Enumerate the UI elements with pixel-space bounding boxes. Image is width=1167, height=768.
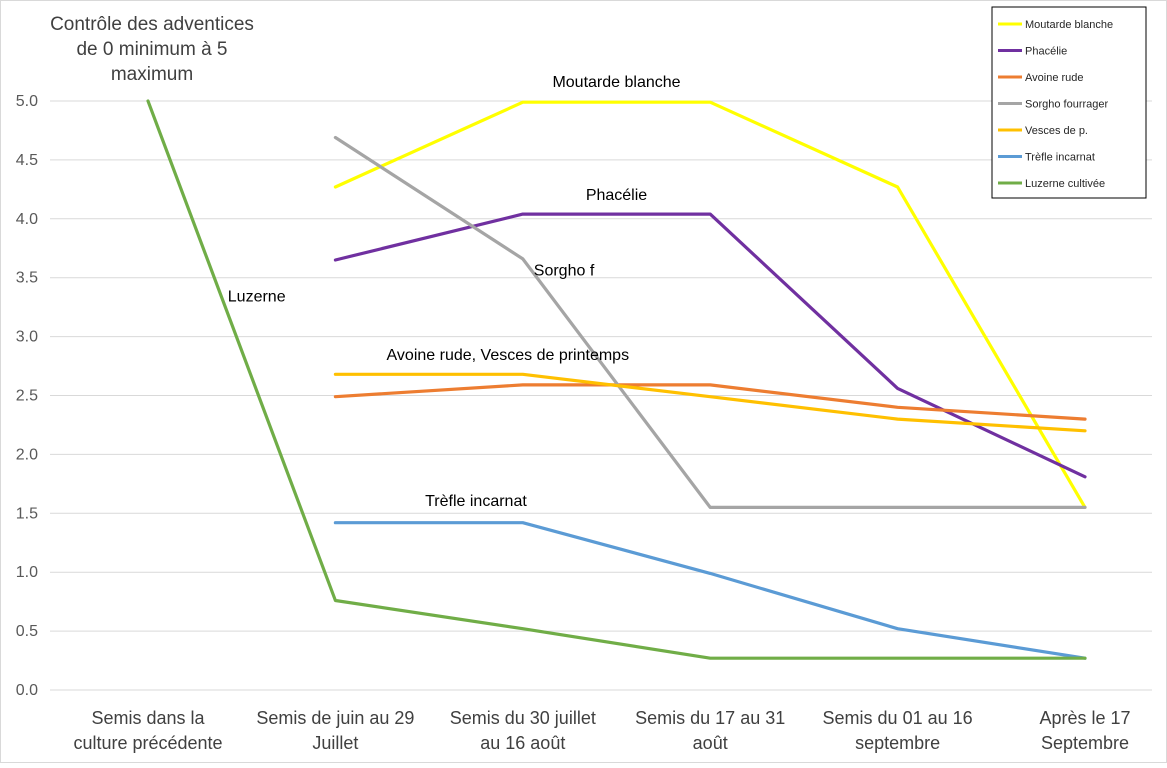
legend-label: Moutarde blanche [1025, 19, 1113, 31]
x-category-label-line: Semis du 17 au 31 [635, 708, 785, 728]
series-line [333, 521, 1087, 660]
annotations: Moutarde blanche Phacélie Sorgho f Luzerne A… [228, 74, 681, 510]
y-tick-label: 5.0 [16, 93, 38, 110]
y-tick-label: 2.5 [16, 388, 38, 405]
series-line [333, 383, 1087, 421]
x-category-label: Semis du 01 au 16 septembre [823, 708, 973, 753]
y-tick-label: 1.5 [16, 505, 38, 522]
series-line [146, 99, 1087, 660]
legend-label: Sorgho fourrager [1025, 99, 1108, 111]
gridlines [50, 100, 1152, 691]
data-annotation: Trèfle incarnat [425, 493, 527, 510]
y-tick-label: 3.5 [16, 270, 38, 287]
x-category-label: Après le 17 Septembre [1039, 708, 1130, 753]
series-line [333, 372, 1087, 433]
data-annotation: Moutarde blanche [552, 74, 680, 91]
data-annotation: Luzerne [228, 288, 286, 305]
x-category-label-line: Semis de juin au 29 [256, 708, 414, 728]
y-tick-label: 1.0 [16, 564, 38, 581]
legend-label: Phacélie [1025, 46, 1067, 58]
y-tick-label: 4.5 [16, 152, 38, 169]
y-axis-title-line: de 0 minimum à 5 [76, 39, 227, 60]
y-axis-title-text: Contrôle des adventices de 0 minimum à 5 m… [50, 14, 254, 85]
x-axis-category-labels: Semis dans la culture précédente Semis de … [73, 708, 1130, 753]
x-category-label-line: culture précédente [73, 733, 222, 753]
y-axis-title-line: Contrôle des adventices [50, 14, 254, 35]
data-annotation: Phacélie [586, 187, 647, 204]
y-tick-label: 0.5 [16, 623, 38, 640]
x-category-label-line: Semis dans la [91, 708, 205, 728]
series-line [333, 212, 1087, 479]
legend-label: Trèfle incarnat [1025, 152, 1095, 164]
x-category-label-line: août [693, 733, 728, 753]
y-axis-title-line: maximum [111, 64, 193, 85]
x-category-label: Semis dans la culture précédente [73, 708, 222, 753]
data-annotation: Avoine rude, Vesces de printemps [387, 347, 630, 364]
series-line [333, 100, 1087, 509]
x-category-label: Semis du 30 juillet au 16 août [450, 708, 596, 753]
x-category-label: Semis du 17 au 31 août [635, 708, 785, 753]
legend-label: Luzerne cultivée [1025, 178, 1105, 190]
y-tick-label: 3.0 [16, 329, 38, 346]
legend-label: Vesces de p. [1025, 125, 1088, 137]
legend: Moutarde blanche Phacélie Avoine rude Sorgh… [991, 6, 1147, 199]
y-axis-tick-labels: 0.0 0.5 1.0 1.5 2.0 2.5 3.0 3.5 4.0 4.5 5.0 [16, 93, 38, 699]
x-category-label-line: Juillet [312, 733, 358, 753]
x-category-label-line: septembre [855, 733, 940, 753]
x-category-label-line: au 16 août [480, 733, 565, 753]
x-category-label-line: Semis du 01 au 16 [823, 708, 973, 728]
y-axis-title: Contrôle des adventices de 0 minimum à 5 m… [50, 14, 254, 85]
data-annotation: Sorgho f [534, 262, 595, 279]
series-lines [146, 99, 1087, 660]
legend-label: Avoine rude [1025, 72, 1084, 84]
x-category-label-line: Après le 17 [1039, 708, 1130, 728]
y-tick-label: 2.0 [16, 446, 38, 463]
x-category-label-line: Septembre [1041, 733, 1129, 753]
series-line [333, 135, 1087, 509]
x-category-label-line: Semis du 30 juillet [450, 708, 596, 728]
x-category-label: Semis de juin au 29 Juillet [256, 708, 414, 753]
y-tick-label: 0.0 [16, 682, 38, 699]
y-tick-label: 4.0 [16, 211, 38, 228]
